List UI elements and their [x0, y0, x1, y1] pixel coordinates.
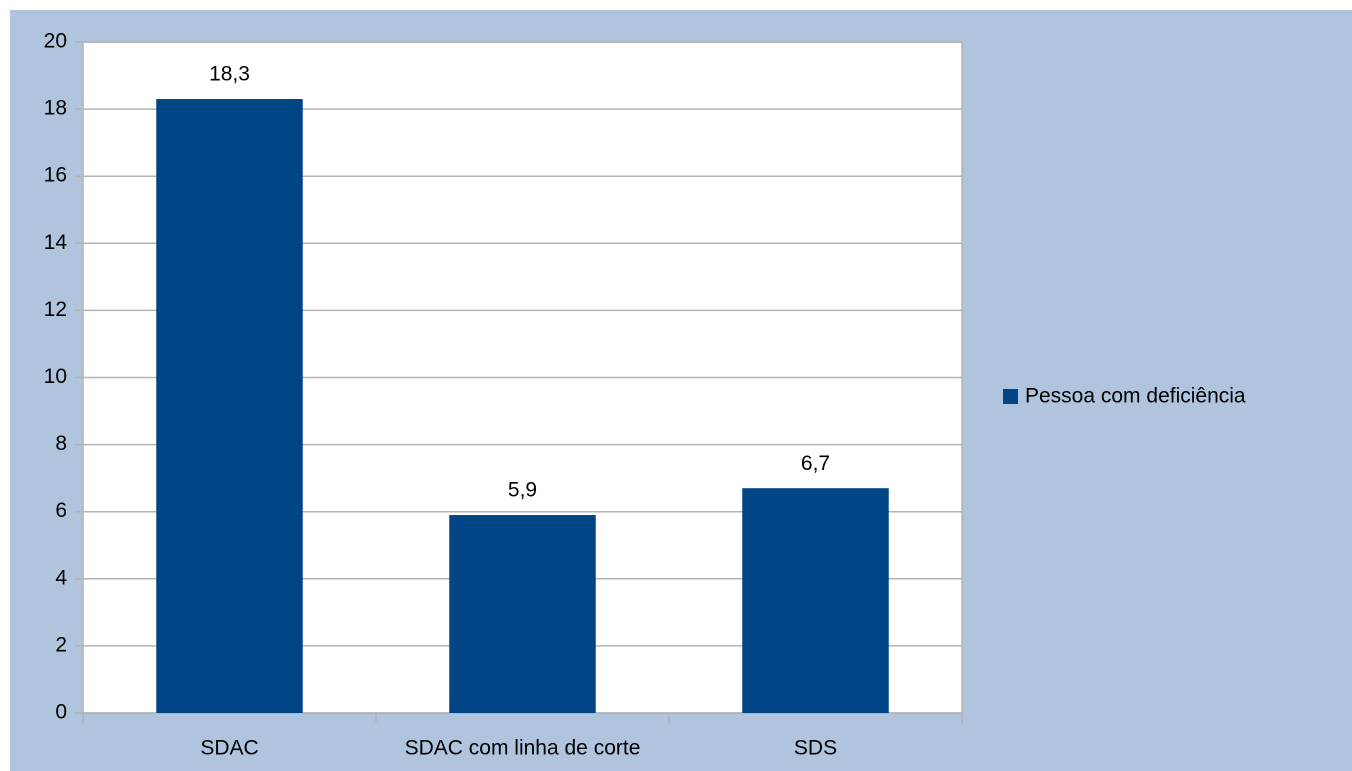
legend-swatch [1003, 389, 1018, 404]
y-tick-label: 20 [44, 30, 67, 53]
y-tick-label: 10 [44, 365, 67, 388]
bar [156, 99, 303, 713]
x-tick-label: SDAC com linha de corte [405, 737, 641, 760]
x-tick-label: SDAC [200, 737, 258, 760]
y-tick-label: 8 [55, 432, 67, 455]
y-tick-label: 4 [55, 566, 67, 589]
data-label: 5,9 [508, 479, 537, 502]
y-tick-label: 18 [44, 97, 67, 120]
y-tick-label: 6 [55, 499, 67, 522]
legend-label: Pessoa com deficiência [1025, 385, 1246, 408]
x-tick-label: SDS [794, 737, 837, 760]
y-tick-label: 12 [44, 298, 67, 321]
data-label: 18,3 [209, 63, 250, 86]
bar [449, 515, 596, 713]
y-tick-label: 2 [55, 633, 67, 656]
y-tick-label: 16 [44, 164, 67, 187]
data-label: 6,7 [801, 452, 830, 475]
y-tick-label: 14 [44, 231, 68, 254]
bar [742, 488, 889, 713]
y-tick-label: 0 [55, 701, 67, 724]
